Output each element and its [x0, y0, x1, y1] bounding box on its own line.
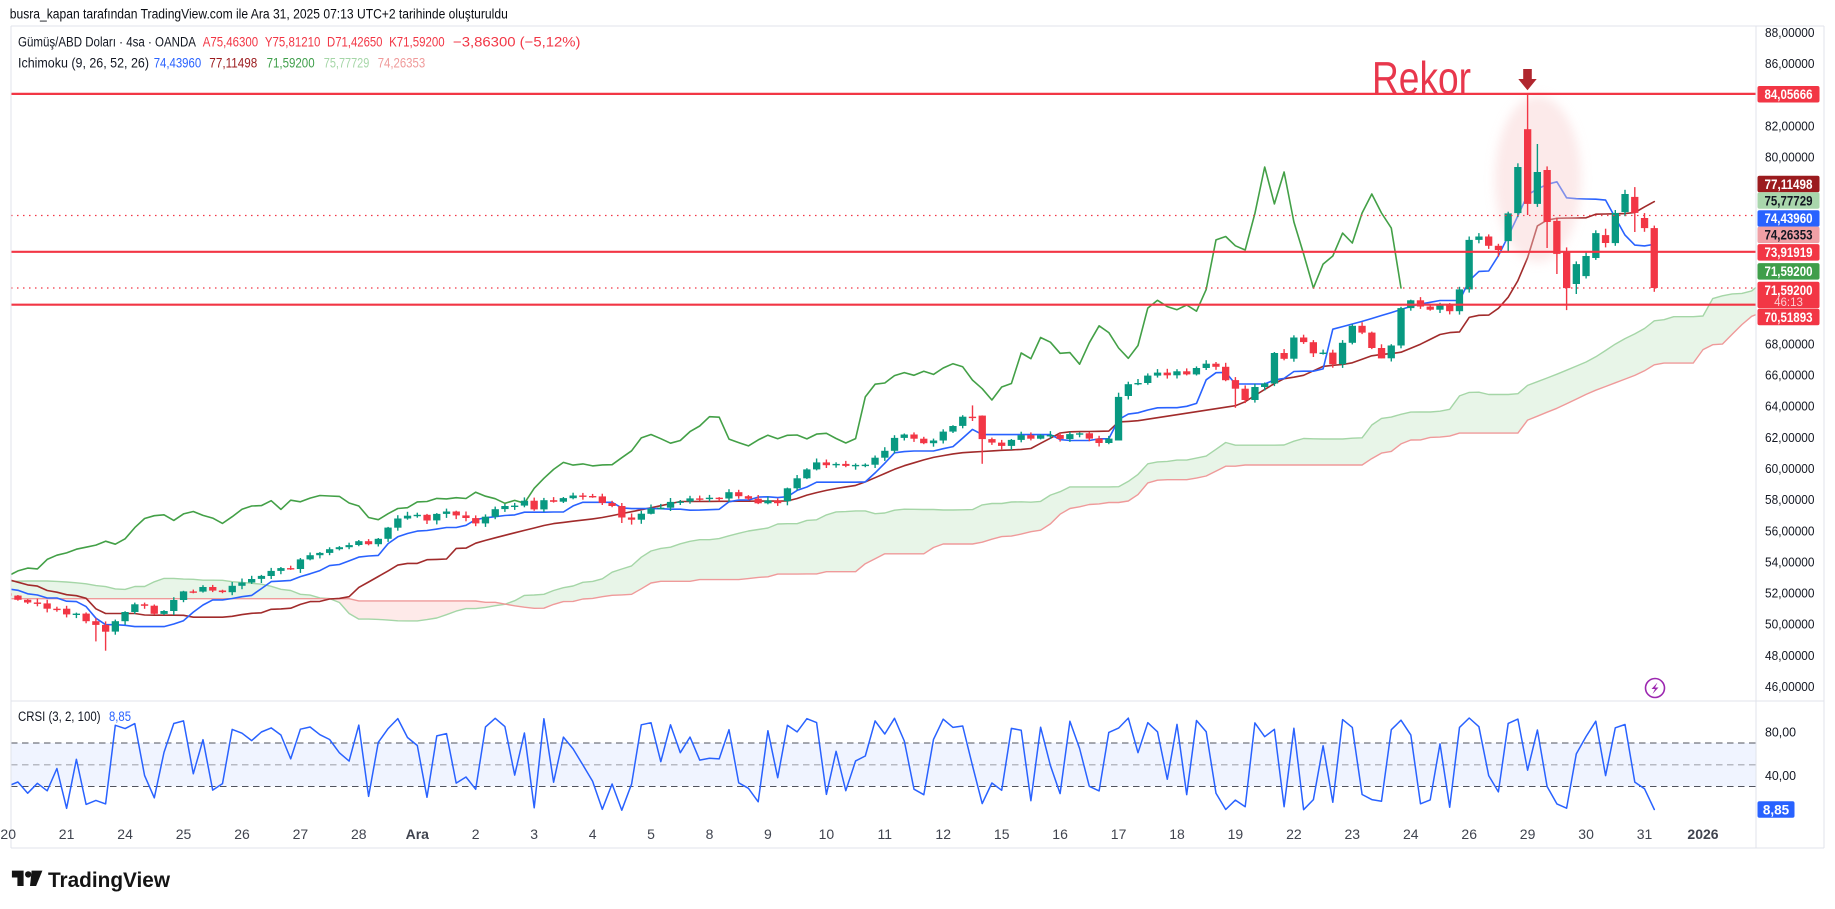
svg-text:56,00000: 56,00000 [1765, 523, 1815, 538]
svg-text:Y75,81210: Y75,81210 [265, 35, 321, 50]
svg-text:25: 25 [176, 826, 192, 842]
svg-text:48,00000: 48,00000 [1765, 648, 1815, 663]
svg-text:30: 30 [1578, 826, 1594, 842]
svg-text:20: 20 [0, 826, 16, 842]
svg-text:28: 28 [351, 826, 367, 842]
svg-text:busra_kapan tarafından Trading: busra_kapan tarafından TradingView.com i… [10, 7, 508, 22]
svg-text:60,00000: 60,00000 [1765, 461, 1815, 476]
svg-text:77,11498: 77,11498 [1765, 177, 1813, 192]
svg-text:68,00000: 68,00000 [1765, 336, 1815, 351]
svg-text:D71,42650: D71,42650 [327, 35, 383, 50]
svg-text:K71,59200: K71,59200 [389, 35, 445, 50]
svg-text:16: 16 [1052, 826, 1068, 842]
svg-text:23: 23 [1345, 826, 1361, 842]
svg-text:8,85: 8,85 [109, 709, 131, 724]
svg-text:26: 26 [234, 826, 250, 842]
svg-text:26: 26 [1461, 826, 1477, 842]
svg-text:64,00000: 64,00000 [1765, 399, 1815, 414]
svg-text:88,00000: 88,00000 [1765, 25, 1815, 40]
svg-text:12: 12 [935, 826, 951, 842]
svg-text:82,00000: 82,00000 [1765, 118, 1815, 133]
svg-text:46:13: 46:13 [1774, 297, 1803, 309]
svg-text:46,00000: 46,00000 [1765, 679, 1815, 694]
svg-text:74,43960: 74,43960 [1765, 211, 1813, 226]
svg-text:71,59200: 71,59200 [267, 56, 315, 71]
svg-text:17: 17 [1111, 826, 1127, 842]
svg-text:5: 5 [647, 826, 655, 842]
svg-text:40,00: 40,00 [1765, 768, 1796, 783]
svg-text:Gümüş/ABD Doları · 4sa · OANDA: Gümüş/ABD Doları · 4sa · OANDA [18, 35, 196, 50]
svg-text:54,00000: 54,00000 [1765, 554, 1815, 569]
svg-text:77,11498: 77,11498 [209, 56, 257, 71]
svg-text:86,00000: 86,00000 [1765, 56, 1815, 71]
svg-text:71,59200: 71,59200 [1765, 283, 1813, 298]
svg-text:2026: 2026 [1687, 826, 1718, 842]
svg-text:−3,86300 (−5,12%): −3,86300 (−5,12%) [453, 35, 581, 50]
svg-text:10: 10 [819, 826, 835, 842]
svg-text:22: 22 [1286, 826, 1302, 842]
svg-text:29: 29 [1520, 826, 1536, 842]
svg-text:73,91919: 73,91919 [1765, 245, 1813, 260]
svg-text:19: 19 [1228, 826, 1244, 842]
svg-text:TradingView: TradingView [48, 868, 170, 892]
svg-text:58,00000: 58,00000 [1765, 492, 1815, 507]
svg-text:62,00000: 62,00000 [1765, 430, 1815, 445]
svg-text:24: 24 [1403, 826, 1419, 842]
svg-text:80,00: 80,00 [1765, 725, 1796, 740]
svg-text:Ara: Ara [406, 826, 430, 842]
svg-text:15: 15 [994, 826, 1010, 842]
svg-text:74,26353: 74,26353 [378, 56, 426, 71]
svg-text:70,51893: 70,51893 [1765, 310, 1813, 325]
svg-text:A75,46300: A75,46300 [203, 35, 259, 50]
svg-text:74,43960: 74,43960 [154, 56, 202, 71]
svg-text:11: 11 [878, 826, 893, 842]
svg-text:52,00000: 52,00000 [1765, 586, 1815, 601]
svg-text:31: 31 [1637, 826, 1653, 842]
svg-text:9: 9 [764, 826, 772, 842]
svg-text:Ichimoku (9, 26, 52, 26): Ichimoku (9, 26, 52, 26) [18, 56, 149, 71]
svg-text:80,00000: 80,00000 [1765, 150, 1815, 165]
svg-text:75,77729: 75,77729 [324, 56, 370, 71]
svg-text:18: 18 [1169, 826, 1185, 842]
svg-text:Rekor: Rekor [1372, 53, 1471, 104]
svg-text:66,00000: 66,00000 [1765, 368, 1815, 383]
svg-text:84,05666: 84,05666 [1765, 87, 1813, 102]
svg-text:50,00000: 50,00000 [1765, 617, 1815, 632]
svg-text:74,26353: 74,26353 [1765, 228, 1813, 243]
svg-text:3: 3 [530, 826, 538, 842]
svg-text:24: 24 [117, 826, 133, 842]
svg-text:CRSI (3, 2, 100): CRSI (3, 2, 100) [18, 709, 101, 724]
svg-text:2: 2 [472, 826, 480, 842]
svg-text:4: 4 [589, 826, 597, 842]
svg-text:27: 27 [293, 826, 309, 842]
svg-text:8: 8 [706, 826, 714, 842]
svg-text:8,85: 8,85 [1763, 802, 1790, 817]
svg-text:21: 21 [59, 826, 75, 842]
svg-text:71,59200: 71,59200 [1765, 264, 1813, 279]
svg-text:75,77729: 75,77729 [1765, 193, 1813, 208]
